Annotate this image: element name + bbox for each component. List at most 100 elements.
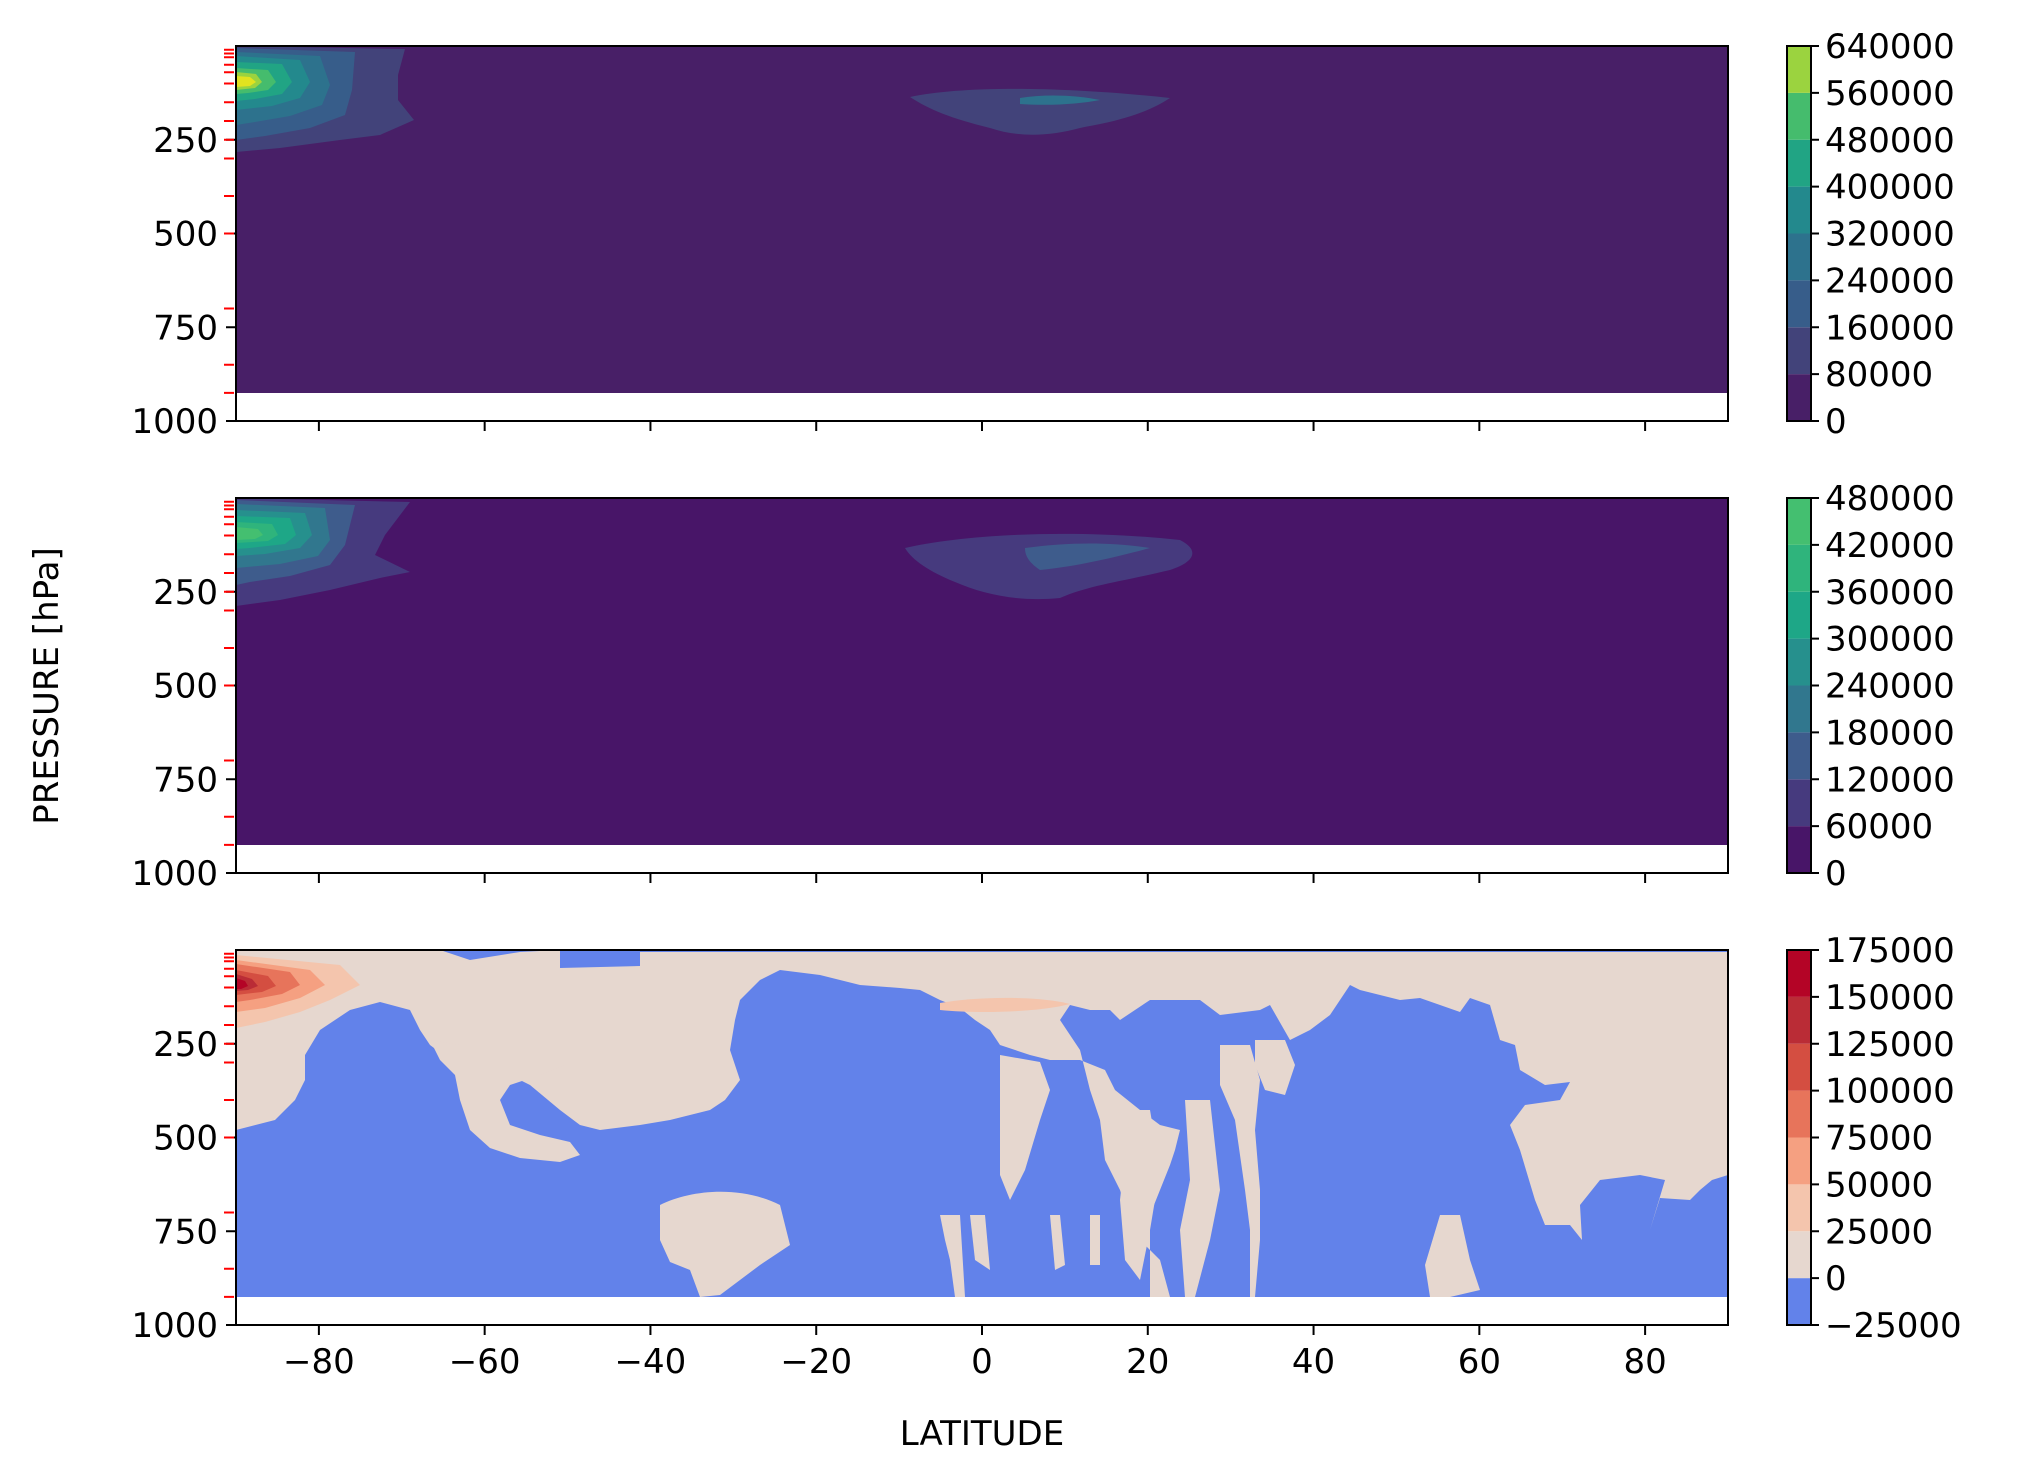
y-tick-label: 250 [153,573,218,613]
panel-bottom-tan-region-12 [1180,1100,1220,1297]
colorbar-tick-label: 360000 [1825,573,1955,613]
y-tick-label: 500 [153,1119,218,1159]
panel-bottom-tan-region-7 [1050,1215,1065,1270]
panel-bottom-tan-region-11 [1255,1040,1295,1095]
y-tick-label: 1000 [131,402,218,442]
colorbar-tick-label: 0 [1825,402,1847,442]
colorbar-swatch [1787,638,1811,686]
colorbar-tick-label: 240000 [1825,667,1955,707]
colorbar-tick-label: 480000 [1825,479,1955,519]
colorbar-swatch [1787,685,1811,733]
panel-top: 250 500 750 1000 [131,45,1729,442]
panel-top-level-1b [910,88,1170,135]
x-tick-label: 40 [1292,1342,1335,1382]
colorbar-tick-label: 180000 [1825,713,1955,753]
panel-bottom-tan-region-2 [430,1040,580,1162]
panel-bottom-tan-region-4 [1000,1055,1050,1200]
panel-top-nodata [236,393,1728,421]
colorbar-tick-label: −25000 [1825,1306,1962,1346]
colorbar-tick-label: 0 [1825,854,1847,894]
colorbar-tick-label: 560000 [1825,74,1955,114]
y-tick-label: 250 [153,1025,218,1065]
colorbar-swatch [1787,1090,1811,1138]
x-tick-label: 0 [971,1342,993,1382]
x-tick-label: −20 [780,1342,852,1382]
x-tick-label: −60 [449,1342,521,1382]
panel-bottom: 250 500 750 1000 −80 −60 −40 −20 0 20 40 60 80 [131,949,1729,1382]
colorbar-swatch [1787,233,1811,281]
colorbar-swatch [1787,327,1811,375]
panel-middle-nodata [236,845,1728,873]
colorbar-swatch [1787,1231,1811,1279]
panel-bottom-tan-region-9 [1120,1110,1160,1280]
x-tick-label: −80 [283,1342,355,1382]
colorbar-swatch [1787,544,1811,592]
colorbar-tick-label: 75000 [1825,1119,1933,1159]
colorbar-swatch [1787,591,1811,639]
panel-top-ticks: 250 500 750 1000 [131,48,1647,442]
y-tick-label: 750 [153,1212,218,1252]
colorbar-tick-label: 175000 [1825,931,1955,971]
panel-middle-ticks: 250 500 750 1000 [131,500,1647,894]
y-tick-label: 750 [153,760,218,800]
colorbar-tick-label: 150000 [1825,978,1955,1018]
panel-bottom-level-7 [236,978,248,989]
colorbar-tick-label: 240000 [1825,261,1955,301]
colorbar-tick-label: 125000 [1825,1025,1955,1065]
panel-bottom-nodata [236,1297,1728,1325]
colorbar-swatch [1787,1137,1811,1185]
colorbar-swatch [1787,498,1811,545]
colorbar-tick-label: 80000 [1825,355,1933,395]
colorbar-middle: 0 60000 120000 180000 240000 300000 360000 4200… [1786,479,1955,894]
colorbar-swatch [1787,186,1811,234]
colorbar-swatch [1787,46,1811,93]
panel-bottom-tan-region-3 [660,1191,790,1297]
colorbar-bottom: −25000 0 25000 50000 75000 100000 125000 150000… [1786,931,1962,1346]
colorbar-swatch [1787,1184,1811,1232]
x-tick-label: 60 [1458,1342,1501,1382]
colorbar-tick-label: 120000 [1825,760,1955,800]
panel-top-field [236,46,1728,421]
y-tick-label: 500 [153,667,218,707]
panel-bottom-tan-region-10 [1220,1045,1260,1297]
x-tick-label: −40 [615,1342,687,1382]
panel-top-level-2b [1020,95,1100,105]
colorbar-swatch [1787,1043,1811,1091]
colorbar-tick-label: 60000 [1825,807,1933,847]
panel-bottom-tan-region-13 [1425,1215,1480,1297]
colorbar-tick-label: 100000 [1825,1072,1955,1112]
x-axis-label: LATITUDE [900,1414,1064,1454]
colorbar-swatch [1787,139,1811,187]
panel-middle-field [236,498,1728,873]
panel-bottom-tan-region-8 [1090,1215,1100,1265]
panel-bottom-ticks: 250 500 750 1000 −80 −60 −40 −20 0 20 40 60 80 [131,952,1667,1382]
panel-middle: 250 500 750 1000 [131,497,1729,894]
colorbar-swatch [1787,950,1811,997]
colorbar-tick-label: 640000 [1825,27,1955,67]
colorbar-swatch [1787,996,1811,1044]
colorbar-tick-label: 480000 [1825,121,1955,161]
y-axis-label: PRESSURE [hPa] [27,547,67,824]
y-tick-label: 500 [153,215,218,255]
colorbar-tick-label: 320000 [1825,215,1955,255]
colorbar-swatch [1787,92,1811,140]
colorbar-tick-label: 400000 [1825,168,1955,208]
colorbar-swatch [1787,1278,1811,1325]
colorbar-tick-label: 0 [1825,1259,1847,1299]
panel-bottom-tan-region-1 [236,950,1728,1297]
x-tick-label: 20 [1126,1342,1169,1382]
colorbar-tick-label: 50000 [1825,1165,1933,1205]
panel-bottom-field [236,950,1728,1325]
panel-middle-level-7 [236,527,263,540]
colorbar-swatch [1787,732,1811,780]
x-tick-label: 80 [1623,1342,1666,1382]
y-tick-label: 250 [153,121,218,161]
colorbar-tick-label: 420000 [1825,526,1955,566]
colorbar-tick-label: 300000 [1825,620,1955,660]
y-tick-label: 1000 [131,1306,218,1346]
colorbar-swatch [1787,280,1811,328]
panel-bottom-tan-region-5 [940,1215,965,1297]
colorbar-tick-label: 25000 [1825,1212,1933,1252]
colorbar-swatch [1787,826,1811,873]
